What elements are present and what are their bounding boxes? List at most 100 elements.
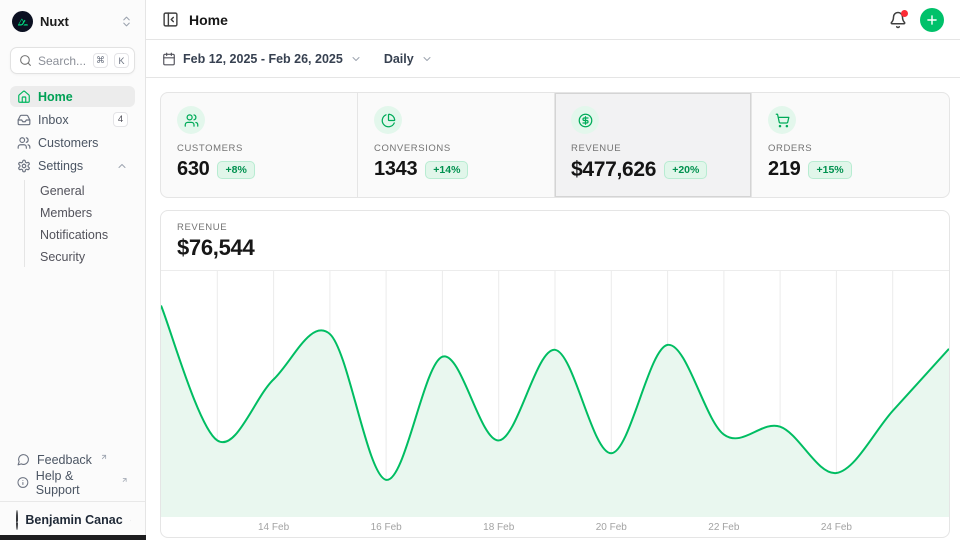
- help-support-link[interactable]: Help & Support: [10, 468, 135, 497]
- submenu-label: Members: [40, 205, 93, 220]
- user-menu[interactable]: Benjamin Canac: [10, 508, 135, 532]
- dashboard-content: CUSTOMERS 630 +8% CONVERSIONS 1343 +14%: [146, 78, 960, 538]
- chevron-up-icon: [118, 163, 126, 168]
- kbd-meta: ⌘: [93, 53, 108, 68]
- revenue-chart-svg: [161, 271, 949, 518]
- settings-submenu: General Members Notifications Security: [24, 180, 135, 267]
- revenue-area-chart[interactable]: [161, 271, 949, 518]
- gear-icon: [18, 159, 30, 172]
- search-input[interactable]: Search... ⌘ K: [10, 47, 135, 74]
- collapse-sidebar-icon[interactable]: [162, 11, 179, 28]
- sidebar-item-notifications[interactable]: Notifications: [36, 224, 135, 245]
- search-icon: [20, 55, 31, 66]
- sidebar-item-general[interactable]: General: [36, 180, 135, 201]
- chart-x-axis: 14 Feb 16 Feb 18 Feb 20 Feb 22 Feb 24 Feb: [161, 517, 949, 537]
- revenue-chart-card: REVENUE $76,544 14 Feb 16 Feb 18 Feb 20 Feb…: [160, 210, 950, 538]
- stat-customers[interactable]: CUSTOMERS 630 +8%: [161, 93, 358, 197]
- x-tick-label: 24 Feb: [820, 522, 852, 534]
- search-placeholder: Search...: [38, 53, 87, 68]
- message-bubble-icon: [17, 454, 29, 466]
- submenu-label: General: [40, 183, 85, 198]
- sidebar-item-settings[interactable]: Settings: [10, 155, 135, 176]
- chart-total-value: $76,544: [177, 235, 255, 260]
- sidebar-item-home[interactable]: Home: [10, 86, 135, 107]
- period-value: Daily: [383, 51, 414, 66]
- sidebar-divider: [0, 501, 145, 502]
- sidebar-item-label: Home: [38, 89, 73, 104]
- chevron-down-icon: [352, 56, 360, 61]
- users-icon: [177, 106, 205, 134]
- chevrons-up-down-icon: [130, 519, 131, 521]
- nuxt-logo-icon: [12, 11, 33, 32]
- pie-chart-icon: [374, 106, 402, 134]
- stat-value: 219: [768, 158, 801, 180]
- x-tick-label: 16 Feb: [370, 522, 402, 534]
- submenu-label: Security: [40, 249, 86, 264]
- sidebar-item-label: Inbox: [38, 112, 69, 127]
- main-panel: Home Feb 12, 2025 - Feb 26, 2025 Daily: [146, 0, 960, 540]
- sidebar-item-inbox[interactable]: Inbox 4: [10, 109, 135, 130]
- feedback-label: Feedback: [37, 452, 92, 467]
- sidebar-item-members[interactable]: Members: [36, 202, 135, 223]
- stats-row: CUSTOMERS 630 +8% CONVERSIONS 1343 +14%: [160, 92, 950, 198]
- page-header: Home: [146, 0, 960, 40]
- filters-toolbar: Feb 12, 2025 - Feb 26, 2025 Daily: [146, 40, 960, 78]
- cart-icon: [768, 106, 796, 134]
- date-range-picker[interactable]: Feb 12, 2025 - Feb 26, 2025: [162, 52, 362, 66]
- delta-badge: +20%: [664, 161, 708, 179]
- plus-icon: [927, 14, 937, 25]
- user-name: Benjamin Canac: [25, 513, 123, 527]
- date-range-value: Feb 12, 2025 - Feb 26, 2025: [183, 51, 343, 66]
- window-edge: [0, 535, 146, 540]
- kbd-k: K: [114, 53, 129, 68]
- x-tick-label: 22 Feb: [708, 522, 740, 534]
- stat-label: REVENUE: [571, 143, 622, 154]
- stat-revenue[interactable]: REVENUE $477,626 +20%: [555, 93, 752, 197]
- workspace-selector[interactable]: Nuxt: [10, 9, 135, 32]
- page-title: Home: [189, 11, 228, 28]
- sidebar-item-customers[interactable]: Customers: [10, 132, 135, 153]
- stat-label: CONVERSIONS: [374, 143, 451, 154]
- calendar-icon: [163, 52, 175, 65]
- chart-header: REVENUE $76,544: [161, 211, 949, 271]
- sidebar-item-label: Settings: [38, 158, 84, 173]
- workspace-name: Nuxt: [40, 14, 69, 29]
- period-select[interactable]: Daily: [384, 52, 433, 66]
- delta-badge: +14%: [425, 160, 469, 179]
- chart-label: REVENUE: [177, 222, 228, 233]
- users-icon: [17, 136, 31, 149]
- sidebar: Nuxt Search... ⌘ K Home Inbox 4 Customer…: [0, 0, 146, 540]
- stat-orders[interactable]: ORDERS 219 +15%: [752, 93, 949, 197]
- stat-label: CUSTOMERS: [177, 143, 243, 154]
- inbox-icon: [17, 114, 31, 125]
- delta-badge: +15%: [808, 160, 852, 179]
- home-icon: [18, 90, 30, 103]
- notification-dot: [901, 9, 908, 17]
- bell-icon: [890, 11, 906, 28]
- external-link-icon: [122, 478, 127, 482]
- stat-value: 630: [177, 158, 210, 180]
- avatar: [16, 510, 19, 530]
- x-tick-label: 18 Feb: [483, 522, 515, 534]
- sidebar-nav: Home Inbox 4 Customers Settings General …: [10, 86, 135, 267]
- stat-value: $477,626: [571, 158, 657, 181]
- sidebar-item-label: Customers: [38, 135, 99, 150]
- x-tick-label: 14 Feb: [257, 522, 290, 534]
- info-circle-icon: [17, 477, 29, 488]
- feedback-link[interactable]: Feedback: [10, 448, 135, 471]
- notifications-button[interactable]: [889, 9, 908, 29]
- inbox-count-badge: 4: [113, 112, 128, 127]
- x-tick-label: 20 Feb: [595, 522, 627, 534]
- chevrons-up-down-icon: [123, 16, 130, 27]
- sidebar-item-security[interactable]: Security: [36, 246, 135, 267]
- external-link-icon: [101, 454, 106, 460]
- stat-label: ORDERS: [768, 143, 813, 154]
- stat-conversions[interactable]: CONVERSIONS 1343 +14%: [358, 93, 555, 197]
- delta-badge: +8%: [217, 160, 255, 179]
- submenu-label: Notifications: [40, 227, 109, 242]
- chevron-down-icon: [423, 56, 431, 61]
- dollar-icon: [571, 106, 599, 134]
- help-support-label: Help & Support: [35, 468, 80, 497]
- add-button[interactable]: [920, 7, 944, 32]
